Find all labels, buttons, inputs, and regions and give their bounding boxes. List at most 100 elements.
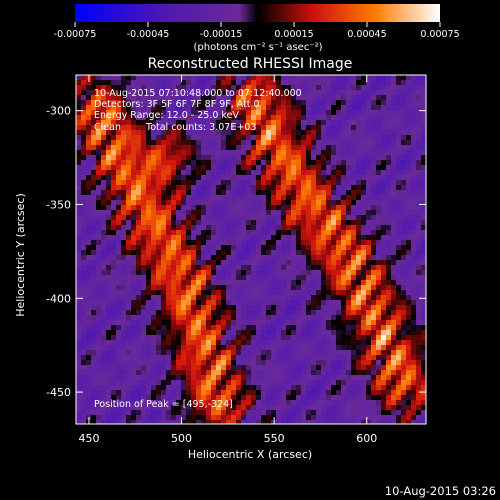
heatmap-cell <box>131 280 137 286</box>
heatmap-cell <box>416 80 422 86</box>
heatmap-cell <box>81 160 87 166</box>
heatmap-cell <box>91 210 97 216</box>
heatmap-cell <box>301 300 307 306</box>
heatmap-cell <box>151 330 157 336</box>
heatmap-cell <box>366 380 372 386</box>
heatmap-cell <box>86 235 92 241</box>
heatmap-cell <box>91 410 97 416</box>
heatmap-cell <box>246 365 252 371</box>
heatmap-cell <box>116 235 122 241</box>
heatmap-cell <box>336 95 342 101</box>
heatmap-cell <box>86 195 92 201</box>
heatmap-cell <box>216 215 222 221</box>
heatmap-cell <box>181 280 187 286</box>
heatmap-cell <box>231 370 237 376</box>
heatmap-cell <box>226 195 232 201</box>
heatmap-cell <box>161 170 167 176</box>
heatmap-cell <box>181 220 187 226</box>
heatmap-cell <box>176 415 182 421</box>
heatmap-cell <box>371 130 377 136</box>
heatmap-cell <box>271 185 277 191</box>
heatmap-cell <box>81 315 87 321</box>
heatmap-cell <box>376 130 382 136</box>
heatmap-cell <box>366 290 372 296</box>
heatmap-cell <box>336 165 342 171</box>
heatmap-cell <box>396 225 402 231</box>
heatmap-cell <box>91 375 97 381</box>
heatmap-cell <box>181 390 187 396</box>
heatmap-cell <box>261 390 267 396</box>
heatmap-cell <box>91 355 97 361</box>
heatmap-cell <box>346 115 352 121</box>
heatmap-cell <box>256 320 262 326</box>
heatmap-cell <box>376 295 382 301</box>
heatmap-cell <box>146 90 152 96</box>
heatmap-cell <box>146 160 152 166</box>
heatmap-cell <box>246 140 252 146</box>
heatmap-cell <box>226 185 232 191</box>
heatmap-cell <box>221 365 227 371</box>
heatmap-cell <box>286 175 292 181</box>
heatmap-cell <box>116 380 122 386</box>
heatmap-cell <box>226 405 232 411</box>
heatmap-cell <box>166 235 172 241</box>
heatmap-cell <box>346 90 352 96</box>
heatmap-cell <box>326 295 332 301</box>
heatmap-cell <box>291 125 297 131</box>
heatmap-cell <box>116 175 122 181</box>
heatmap-cell <box>221 235 227 241</box>
heatmap-cell <box>331 115 337 121</box>
heatmap-cell <box>196 175 202 181</box>
heatmap-cell <box>381 150 387 156</box>
heatmap-cell <box>196 145 202 151</box>
heatmap-cell <box>236 105 242 111</box>
heatmap-cell <box>141 220 147 226</box>
heatmap-cell <box>241 410 247 416</box>
heatmap-cell <box>386 270 392 276</box>
heatmap-cell <box>271 350 277 356</box>
heatmap-cell <box>366 215 372 221</box>
heatmap-cell <box>396 160 402 166</box>
heatmap-cell <box>256 75 262 81</box>
heatmap-cell <box>231 235 237 241</box>
heatmap-cell <box>241 100 247 106</box>
heatmap-cell <box>251 290 257 296</box>
heatmap-cell <box>201 385 207 391</box>
heatmap-cell <box>76 340 82 346</box>
heatmap-cell <box>356 95 362 101</box>
heatmap-cell <box>211 360 217 366</box>
heatmap-cell <box>321 265 327 271</box>
heatmap-cell <box>386 210 392 216</box>
heatmap-cell <box>336 230 342 236</box>
heatmap-cell <box>356 285 362 291</box>
heatmap-cell <box>201 75 207 81</box>
heatmap-cell <box>281 325 287 331</box>
heatmap-cell <box>416 365 422 371</box>
heatmap-cell <box>386 125 392 131</box>
heatmap-cell <box>171 310 177 316</box>
heatmap-cell <box>291 220 297 226</box>
heatmap-cell <box>321 105 327 111</box>
heatmap-cell <box>91 170 97 176</box>
heatmap-cell <box>191 100 197 106</box>
heatmap-cell <box>351 150 357 156</box>
heatmap-cell <box>351 395 357 401</box>
heatmap-cell <box>341 80 347 86</box>
heatmap-cell <box>301 265 307 271</box>
heatmap-cell <box>356 275 362 281</box>
heatmap-cell <box>131 300 137 306</box>
heatmap-cell <box>86 205 92 211</box>
heatmap-cell <box>321 225 327 231</box>
heatmap-cell <box>131 125 137 131</box>
heatmap-cell <box>131 350 137 356</box>
heatmap-cell <box>181 330 187 336</box>
heatmap-cell <box>346 235 352 241</box>
heatmap-cell <box>386 265 392 271</box>
heatmap-cell <box>126 230 132 236</box>
heatmap-cell <box>251 410 257 416</box>
heatmap-cell <box>326 315 332 321</box>
heatmap-cell <box>111 95 117 101</box>
heatmap-cell <box>281 150 287 156</box>
heatmap-cell <box>421 295 426 301</box>
heatmap-cell <box>101 280 107 286</box>
